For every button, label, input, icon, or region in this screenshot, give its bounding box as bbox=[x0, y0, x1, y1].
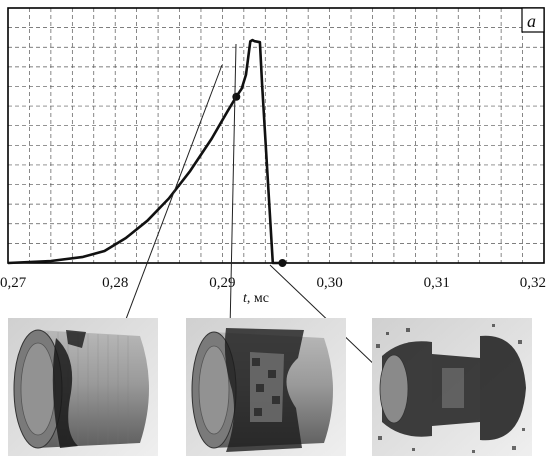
simulation-render-1 bbox=[8, 318, 158, 456]
simulation-render-3 bbox=[372, 318, 532, 456]
x-tick-label: 0,28 bbox=[102, 275, 128, 291]
connector-line-2 bbox=[229, 43, 237, 331]
panel-label-box bbox=[521, 7, 545, 33]
x-tick-label: 0,27 bbox=[0, 275, 27, 291]
x-tick-label: 0,29 bbox=[209, 275, 235, 291]
x-tick-label: 0,31 bbox=[424, 275, 450, 291]
x-axis-title: t, мс bbox=[243, 291, 269, 306]
data-point-marker-1 bbox=[232, 92, 241, 101]
simulation-render-2 bbox=[186, 318, 346, 456]
connector-line-3 bbox=[269, 264, 381, 371]
panel-label: a bbox=[527, 11, 536, 31]
series-layer bbox=[7, 38, 287, 267]
series-line-1 bbox=[7, 38, 282, 265]
x-tick-labels: 0,27 0,28 0,29 0,30 0,31 0,32 bbox=[0, 275, 546, 291]
grid bbox=[8, 8, 544, 263]
x-tick-label: 0,32 bbox=[520, 275, 546, 291]
plot-area: 0,27 0,28 0,29 0,30 0,31 0,32 t, мс a bbox=[0, 7, 546, 306]
x-tick-label: 0,30 bbox=[316, 275, 342, 291]
data-point-marker-2 bbox=[278, 259, 287, 267]
connector-lines bbox=[119, 43, 381, 371]
plot-background bbox=[8, 8, 544, 263]
connector-line-1 bbox=[119, 64, 223, 336]
